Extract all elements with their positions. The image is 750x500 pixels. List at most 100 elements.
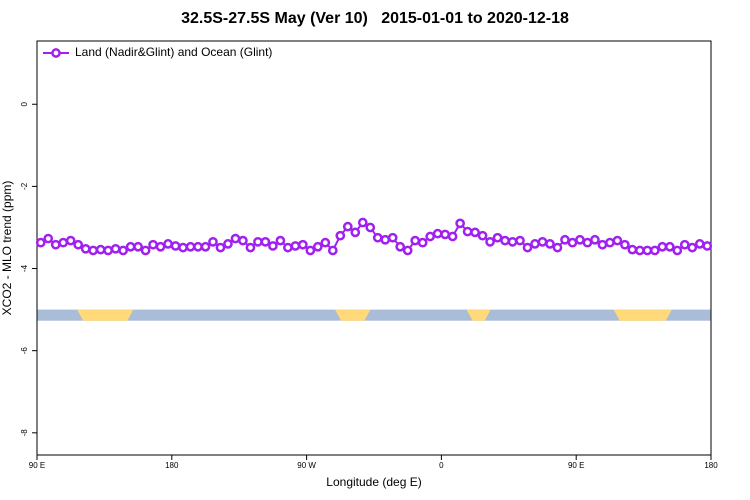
- data-point: [470, 227, 480, 238]
- data-point: [350, 227, 361, 238]
- data-point: [290, 241, 301, 251]
- y-tick-label: -2: [20, 182, 29, 190]
- data-point: [43, 233, 54, 244]
- data-point: [88, 245, 99, 256]
- data-point: [642, 245, 653, 256]
- data-point: [335, 230, 346, 241]
- data-point: [537, 236, 548, 247]
- data-point: [58, 237, 69, 248]
- data-point: [283, 242, 293, 253]
- data-point: [425, 231, 436, 242]
- legend-label: Land (Nadir&Glint) and Ocean (Glint): [75, 45, 272, 59]
- data-point: [268, 241, 278, 251]
- data-point: [365, 222, 376, 233]
- land-band: [466, 309, 491, 321]
- data-point: [238, 235, 248, 246]
- data-point: [163, 239, 173, 249]
- data-point: [462, 226, 473, 237]
- data-point: [275, 235, 286, 246]
- data-point: [170, 241, 181, 251]
- data-point: [223, 239, 233, 249]
- data-point: [260, 236, 271, 247]
- data-point: [590, 234, 600, 245]
- data-point: [148, 239, 158, 250]
- data-point: [118, 245, 128, 256]
- data-point: [133, 241, 143, 252]
- data-point: [522, 242, 533, 253]
- land-band: [77, 309, 134, 321]
- data-point: [649, 245, 660, 256]
- data-point: [612, 235, 623, 246]
- data-point: [664, 241, 675, 252]
- data-point: [417, 237, 428, 248]
- y-tick-label: 0: [20, 101, 29, 106]
- data-point: [357, 217, 368, 228]
- data-point: [65, 235, 76, 246]
- data-point: [530, 239, 540, 249]
- data-point: [635, 245, 645, 256]
- data-point: [440, 229, 450, 240]
- data-point: [485, 236, 495, 247]
- data-point: [35, 237, 46, 248]
- data-point: [702, 241, 713, 251]
- legend-marker: [51, 48, 61, 58]
- data-point: [455, 218, 465, 229]
- data-point: [327, 245, 338, 256]
- y-axis-label: XCO2 - MLO trend (ppm): [0, 181, 14, 316]
- x-tick-label: 0: [439, 461, 444, 470]
- data-point: [492, 232, 503, 243]
- chart-title: 32.5S-27.5S May (Ver 10) 2015-01-01 to 2…: [181, 10, 569, 27]
- data-point: [515, 235, 525, 246]
- data-point: [694, 239, 705, 249]
- x-tick-label: 180: [704, 461, 718, 470]
- data-point: [312, 241, 323, 252]
- x-axis-label: Longitude (deg E): [326, 475, 421, 489]
- data-point: [477, 230, 488, 241]
- data-point: [298, 239, 308, 250]
- land-band: [335, 309, 371, 321]
- x-tick-label: 90 E: [29, 461, 45, 470]
- y-tick-label: -4: [20, 264, 29, 272]
- data-point: [342, 221, 353, 232]
- data-point: [657, 241, 668, 252]
- data-point: [545, 239, 555, 249]
- data-point: [140, 245, 151, 256]
- data-point: [178, 242, 188, 253]
- x-tick-label: 90 W: [297, 461, 316, 470]
- data-point: [567, 237, 578, 248]
- data-point: [387, 232, 398, 243]
- y-tick-label: -6: [20, 347, 29, 355]
- data-point: [627, 244, 638, 255]
- data-point: [245, 242, 256, 253]
- data-point: [575, 234, 585, 245]
- data-point: [560, 234, 570, 245]
- data-point: [380, 234, 391, 245]
- data-point: [253, 236, 263, 247]
- data-point: [193, 241, 203, 252]
- data-point: [582, 237, 593, 248]
- data-point: [507, 236, 518, 247]
- data-point: [305, 245, 316, 256]
- x-tick-label: 90 E: [568, 461, 584, 470]
- data-point: [402, 245, 413, 256]
- data-point: [80, 243, 91, 254]
- data-point: [95, 244, 106, 255]
- data-point: [620, 239, 630, 250]
- data-point: [410, 235, 421, 246]
- data-point: [395, 241, 406, 252]
- data-point: [679, 239, 690, 250]
- data-point: [372, 232, 383, 243]
- data-point: [185, 241, 196, 252]
- data-point: [432, 228, 443, 239]
- data-point: [73, 239, 84, 250]
- data-point: [155, 241, 166, 252]
- data-point: [597, 239, 608, 250]
- data-point: [447, 231, 458, 242]
- data-point: [687, 242, 698, 253]
- data-point: [215, 242, 226, 253]
- data-point: [103, 245, 113, 256]
- data-point: [552, 242, 563, 253]
- x-tick-label: 180: [165, 461, 179, 470]
- data-point: [208, 236, 218, 247]
